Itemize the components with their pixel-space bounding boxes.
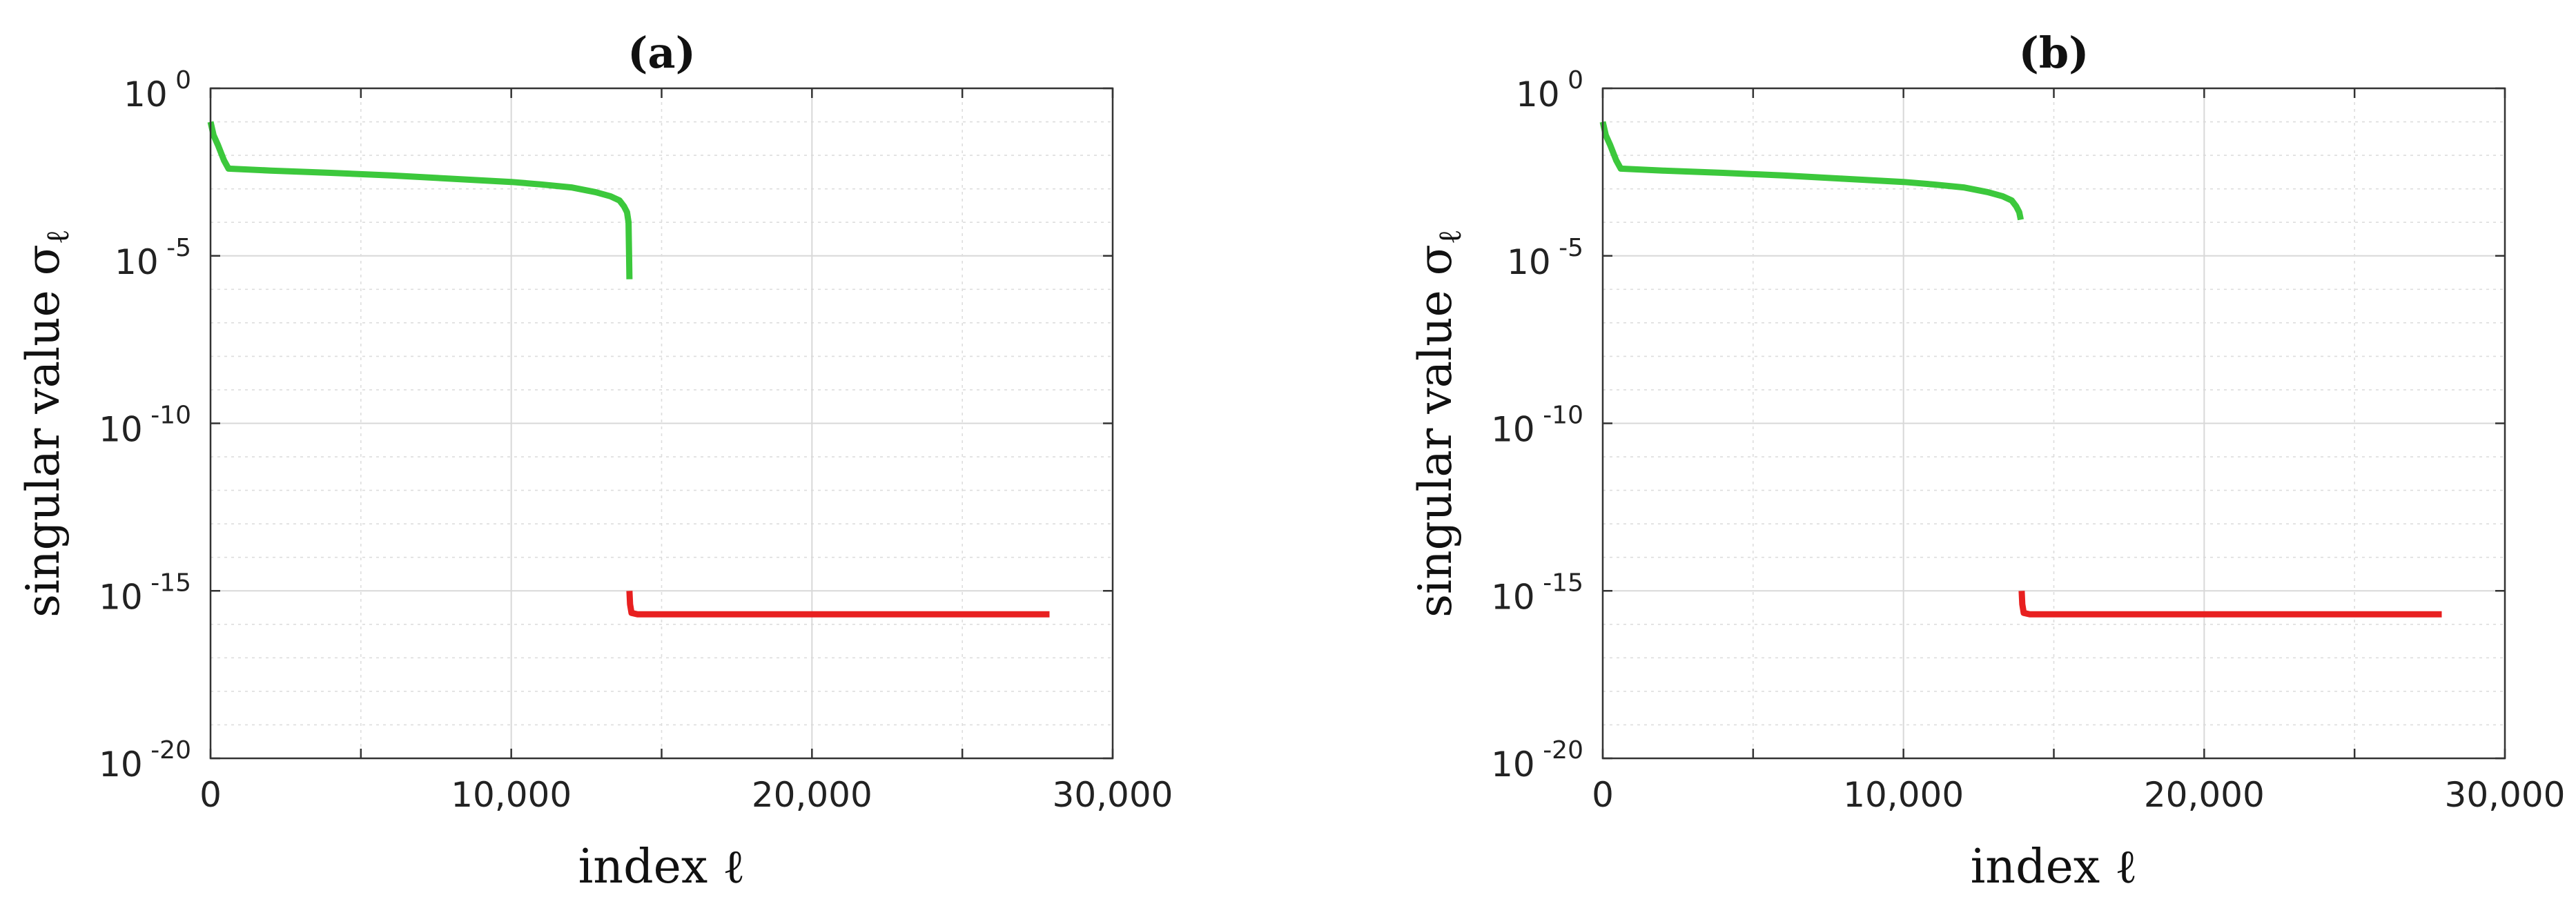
panel-b: 10 0 10 -5 10 -10 10 -15 10 -20 0 10,000 20,00… xyxy=(1409,28,2565,894)
x-tick-labels-a: 0 10,000 20,000 30,000 xyxy=(199,775,1173,815)
y-axis-label-main-b: singular value σ xyxy=(1409,244,1462,618)
y-tick-label: 10 0 xyxy=(124,66,191,115)
y-axis-label-sub-b: ℓ xyxy=(1431,229,1468,244)
y-tick-label: 10 -20 xyxy=(1491,736,1583,785)
y-axis-label-sub-a: ℓ xyxy=(39,229,76,244)
x-tick-label: 30,000 xyxy=(1053,775,1173,815)
series-group-a xyxy=(207,121,1050,618)
x-tick-label: 0 xyxy=(199,775,222,815)
x-tick-label: 10,000 xyxy=(451,775,572,815)
panel-title-b: (b) xyxy=(2018,28,2089,78)
x-tick-label: 30,000 xyxy=(2445,775,2566,815)
y-tick-labels-b: 10 0 10 -5 10 -10 10 -15 10 -20 xyxy=(1491,66,1583,785)
series-line-b-2 xyxy=(2018,591,2442,618)
panel-a: 10 0 10 -5 10 -10 10 -15 10 -20 0 10,000 20,00… xyxy=(17,28,1173,894)
y-tick-label: 10 -20 xyxy=(99,736,191,785)
y-tick-label: 10 -15 xyxy=(1491,569,1583,617)
panel-title-a: (a) xyxy=(627,28,696,78)
x-axis-label-b: index ℓ xyxy=(1971,840,2138,894)
x-axis-label-a: index ℓ xyxy=(578,840,745,894)
y-tick-label: 10 0 xyxy=(1516,66,1583,115)
tick-marks-a xyxy=(209,87,1114,760)
y-tick-label: 10 -5 xyxy=(115,234,191,282)
y-tick-label: 10 -5 xyxy=(1507,234,1583,282)
x-tick-label: 0 xyxy=(1592,775,1614,815)
y-axis-label-a: singular value σℓ xyxy=(17,229,76,618)
x-tick-labels-b: 0 10,000 20,000 30,000 xyxy=(1592,775,2565,815)
series-line-a-2 xyxy=(626,591,1050,618)
y-tick-label: 10 -10 xyxy=(1491,402,1583,450)
y-tick-label: 10 -15 xyxy=(99,569,191,617)
y-axis-label-main-a: singular value σ xyxy=(17,244,70,618)
y-tick-label: 10 -10 xyxy=(99,402,191,450)
x-tick-label: 20,000 xyxy=(2144,775,2265,815)
x-tick-label: 20,000 xyxy=(752,775,872,815)
x-tick-label: 10,000 xyxy=(1843,775,1964,815)
series-group-b xyxy=(1599,121,2442,618)
series-line-a-1 xyxy=(207,121,633,279)
tick-marks-b xyxy=(1601,87,2506,760)
y-tick-labels-a: 10 0 10 -5 10 -10 10 -15 10 -20 xyxy=(99,66,191,785)
series-line-b-1 xyxy=(1599,121,2024,221)
y-axis-label-b: singular value σℓ xyxy=(1409,229,1468,618)
